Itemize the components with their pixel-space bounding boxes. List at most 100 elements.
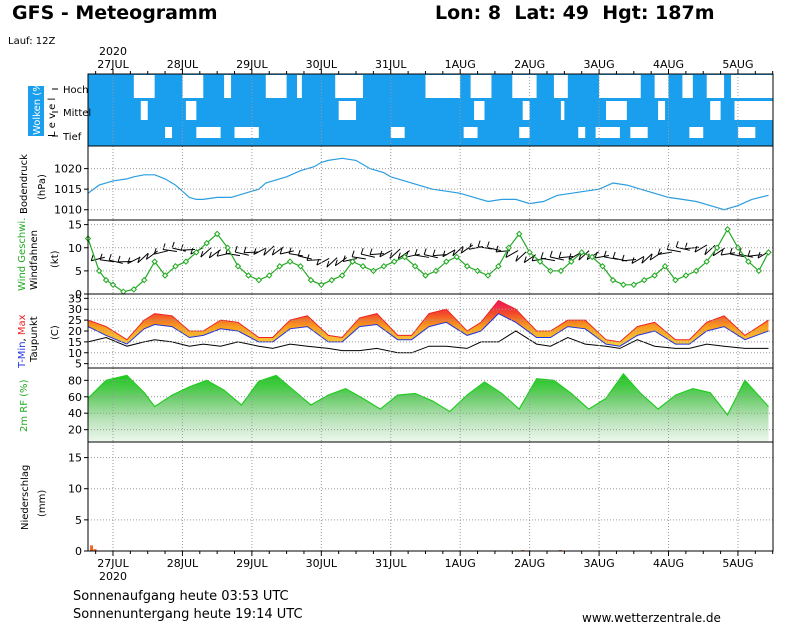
wind-barb	[91, 256, 105, 262]
wind-barb	[154, 250, 168, 255]
wind-barb-flag	[351, 250, 355, 257]
wind-speed-point	[245, 272, 252, 279]
wind-barb-flag	[253, 248, 257, 255]
x-tick-label-top: 31JUL	[375, 58, 407, 71]
wind-speed-point	[349, 258, 356, 265]
x-tick-label-top: 28JUL	[167, 58, 199, 71]
wind-speed-line	[87, 228, 770, 293]
wind-barb	[505, 250, 519, 258]
cloud-gap-mid	[734, 101, 773, 120]
wind-barb	[452, 245, 464, 257]
wind-barb	[568, 252, 582, 260]
wind-unit-label: (kt)	[50, 250, 61, 268]
wind-speed-point	[203, 239, 210, 247]
wind-barb	[326, 257, 338, 268]
run-label: Lauf: 12Z	[8, 36, 55, 47]
wind-speed-point	[651, 272, 658, 279]
cloud-gap-low	[165, 127, 173, 138]
y-tick-label-precip: 5	[75, 514, 82, 527]
wind-speed-point	[516, 230, 523, 238]
wind-barb	[515, 251, 527, 262]
wind-barb	[289, 253, 303, 257]
cloud-gap-high	[335, 75, 363, 98]
wind-speed-point	[151, 258, 158, 265]
cloud-gap-high	[512, 75, 537, 98]
wind-speed-point	[661, 263, 669, 270]
wind-speed-point	[713, 244, 721, 251]
t-sep-label: ,	[17, 338, 28, 341]
wind-barb	[578, 250, 590, 261]
wind-barb-flag	[549, 250, 553, 258]
wind-barb-flag	[649, 253, 653, 261]
y-tick-label-wind: 10	[68, 242, 82, 255]
dewpoint-line	[87, 330, 769, 354]
cloud-label-background	[28, 86, 44, 136]
wind-barb-flag	[540, 252, 544, 259]
wind-barb-flag	[704, 248, 708, 255]
precip-bar	[93, 549, 97, 551]
wind-barb	[658, 251, 672, 255]
cloud-gap-low	[630, 127, 648, 138]
wind-speed-point	[328, 276, 335, 284]
wind-speed-point	[297, 263, 304, 270]
wind-barb	[487, 247, 501, 252]
wind-barb-flag	[297, 249, 301, 257]
wind-speed-point	[130, 286, 138, 293]
x-tick-label-bottom: 3AUG	[584, 557, 615, 570]
cloud-gap-mid	[522, 101, 530, 120]
wind-barb-flag	[495, 245, 499, 252]
wind-barb-flag	[631, 257, 635, 264]
wind-barb-flag	[117, 255, 121, 263]
wind-barb	[432, 254, 448, 257]
wind-speed-point	[286, 258, 294, 265]
x-tick-label-top: 27JUL	[97, 58, 129, 71]
pressure-unit-label: (hPa)	[37, 174, 48, 200]
x-tick-label-top: 29JUL	[236, 58, 268, 71]
wind-barb	[541, 257, 555, 262]
wind-barb	[361, 253, 375, 258]
wind-barb-flag	[389, 252, 393, 259]
wind-barb	[369, 253, 385, 256]
wind-barb-flag	[127, 257, 131, 264]
wind-barb	[424, 254, 438, 259]
t-min-label: T-Min	[17, 341, 28, 369]
wind-barb	[137, 252, 149, 264]
wind-barb-flag	[675, 241, 679, 248]
cloud-gap-high	[265, 75, 287, 98]
wind-barb-flag	[360, 247, 364, 255]
wind-speed-point	[193, 249, 200, 256]
wind-speed-point	[182, 258, 190, 265]
cloud-gap-high	[182, 75, 204, 98]
y-tick-label-wind: 5	[75, 265, 82, 278]
cloud-gap-high	[425, 75, 461, 98]
wind-barb	[747, 254, 763, 257]
wind-barb	[117, 260, 133, 263]
x-tick-label-bottom: 31JUL	[375, 557, 407, 570]
wind-barb-flag	[90, 254, 94, 261]
wind-barb	[631, 255, 645, 264]
wind-barb-flag	[263, 249, 267, 256]
wind-barb-flag	[747, 250, 751, 257]
y-tick-label-humidity: 60	[68, 391, 82, 404]
location-info: Lon: 8 Lat: 49 Hgt: 187m	[435, 2, 715, 24]
x-tick-label-bottom: 28JUL	[167, 557, 199, 570]
wind-barbs	[90, 240, 771, 268]
wind-speed-point	[161, 272, 169, 279]
wind-barb	[226, 252, 240, 257]
wind-barb-flag	[414, 248, 418, 256]
wind-barb	[621, 259, 637, 262]
wind-barb-flag	[621, 254, 625, 262]
wind-speed-label: Wind Geschwi.	[17, 218, 28, 291]
cloud-gap-high	[553, 75, 568, 98]
y-tick-label-temperature: 20	[68, 325, 82, 338]
pressure-line	[87, 157, 769, 211]
wind-speed-point	[755, 267, 762, 275]
wind-barb-flag	[477, 240, 481, 247]
wind-speed-point	[109, 281, 117, 288]
wind-speed-point	[432, 267, 440, 275]
wind-barb-flag	[306, 254, 310, 261]
humidity-panel-label: 2m RF (%)	[19, 379, 30, 432]
cloud-level-tief: Tief	[62, 132, 82, 143]
wind-barb	[109, 259, 123, 264]
wind-barb	[280, 250, 294, 255]
